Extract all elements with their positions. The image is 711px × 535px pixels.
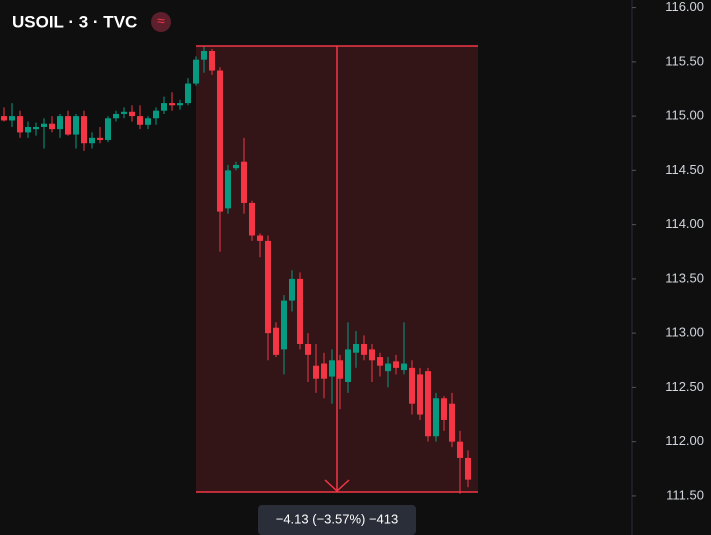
y-tick-label: 111.50 <box>666 487 704 502</box>
candle-body <box>281 300 287 350</box>
candle-body <box>457 441 463 458</box>
candle-body <box>33 126 39 130</box>
y-tick-label: 114.00 <box>665 216 704 231</box>
candle-body <box>305 344 311 355</box>
candle-body <box>321 363 327 379</box>
candle-body <box>121 111 127 114</box>
candle-body <box>9 116 15 121</box>
y-tick-label: 113.50 <box>665 270 704 285</box>
candle-body <box>409 367 415 404</box>
candle-body <box>209 51 215 71</box>
candle-body <box>1 116 7 121</box>
candle-body <box>169 103 175 106</box>
candle-body <box>425 371 431 437</box>
candle-body <box>401 363 407 371</box>
candle-body <box>145 118 151 125</box>
candle-body <box>65 116 71 135</box>
candle-body <box>449 403 455 442</box>
candle-body <box>289 278 295 301</box>
candle-body <box>153 110 159 119</box>
candle-body <box>241 161 247 203</box>
candle-body <box>49 123 55 130</box>
candle-body <box>337 360 343 379</box>
y-tick-label: 112.00 <box>665 433 704 448</box>
y-tick-label: 112.50 <box>665 379 704 394</box>
candle-body <box>137 116 143 125</box>
y-tick-label: 115.00 <box>665 108 704 123</box>
candle-body <box>329 360 335 377</box>
candle-body <box>73 116 79 135</box>
candle-body <box>105 118 111 140</box>
measure-label: −4.13 (−3.57%) −413 <box>276 511 399 526</box>
candle-body <box>257 235 263 241</box>
candle-body <box>417 374 423 415</box>
icon-badge <box>151 12 171 32</box>
candle-body <box>441 398 447 420</box>
candle-body <box>225 170 231 209</box>
candle-body <box>177 103 183 106</box>
candle-body <box>217 70 223 212</box>
candle-body <box>353 344 359 353</box>
y-tick-label: 115.50 <box>665 53 704 68</box>
candle-body <box>297 278 303 345</box>
candles <box>1 46 471 494</box>
candle-body <box>201 51 207 60</box>
candle-body <box>377 357 383 366</box>
candle-body <box>385 363 391 372</box>
candle-body <box>361 344 367 355</box>
candle-body <box>233 164 239 169</box>
candle-body <box>345 349 351 382</box>
y-tick-label: 113.00 <box>665 325 704 340</box>
candle-body <box>185 83 191 104</box>
candle-body <box>41 123 47 127</box>
icon: ≈ <box>157 13 165 29</box>
candle-body <box>273 327 279 355</box>
candle-body <box>369 349 375 361</box>
candle-body <box>393 361 399 368</box>
candle-body <box>465 457 471 480</box>
candle-body <box>249 202 255 236</box>
candle-body <box>313 365 319 379</box>
measure-arrowhead <box>324 479 350 493</box>
y-axis: 111.50 112.00 112.50 113.00 113.50 114.00 114.… <box>632 0 704 502</box>
chart-title: USOIL · 3 · TVC <box>12 12 137 31</box>
y-tick-label: 116.00 <box>665 0 704 14</box>
candle-body <box>433 398 439 437</box>
candle-body <box>113 113 119 119</box>
candle-body <box>193 59 199 84</box>
measure-label-box <box>258 505 416 535</box>
candle-body <box>57 116 63 130</box>
candle-body <box>81 116 87 144</box>
candle-body <box>97 137 103 140</box>
candle-body <box>17 116 23 133</box>
candle-body <box>129 111 135 117</box>
candle-body <box>161 103 167 111</box>
y-tick-label: 114.50 <box>665 162 704 177</box>
candle-body <box>89 137 95 144</box>
candle-body <box>265 240 271 334</box>
candle-body <box>25 126 31 133</box>
